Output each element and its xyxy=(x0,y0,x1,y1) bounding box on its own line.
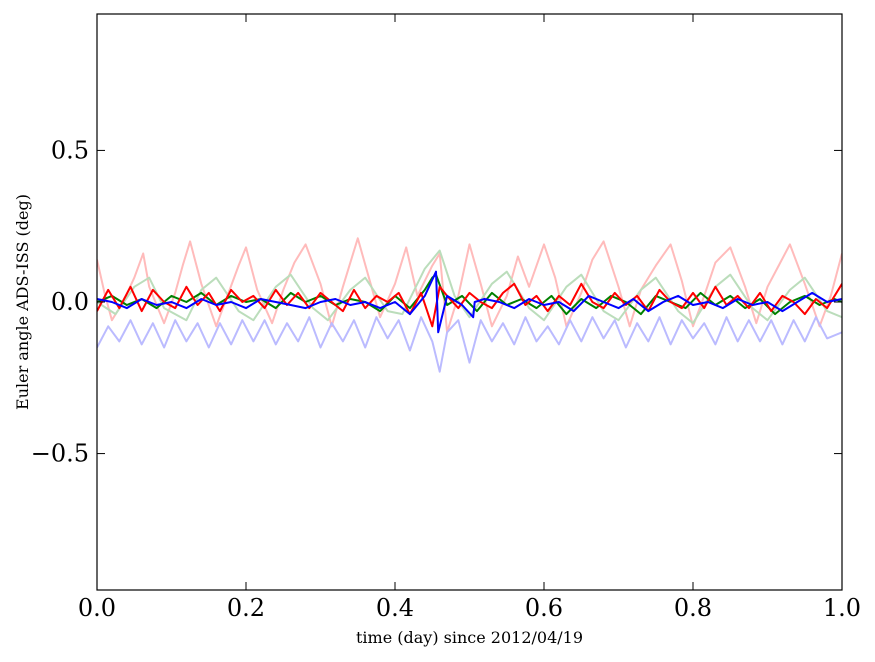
series-layer xyxy=(97,237,842,373)
x-tick-label-1: 0.2 xyxy=(227,594,265,622)
x-tick-label-5: 1.0 xyxy=(823,594,861,622)
y-tick-label-2: −0.5 xyxy=(31,440,89,468)
x-tick-label-3: 0.6 xyxy=(525,594,563,622)
series-line-3 xyxy=(97,316,842,373)
tick-layer: 0.0 0.2 0.4 0.6 0.8 1.0 0.5 0.0 −0.5 xyxy=(31,14,861,622)
x-tick-label-2: 0.4 xyxy=(376,594,414,622)
y-axis-label: Euler angle ADS-ISS (deg) xyxy=(13,194,32,410)
x-tick-label-4: 0.8 xyxy=(674,594,712,622)
x-axis-label: time (day) since 2012/04/19 xyxy=(356,628,583,647)
x-tick-label-0: 0.0 xyxy=(78,594,116,622)
y-tick-label-0: 0.5 xyxy=(51,136,89,164)
series-line-2 xyxy=(97,249,842,325)
y-tick-label-1: 0.0 xyxy=(51,288,89,316)
series-line-6 xyxy=(97,270,842,334)
series-line-5 xyxy=(97,282,842,328)
